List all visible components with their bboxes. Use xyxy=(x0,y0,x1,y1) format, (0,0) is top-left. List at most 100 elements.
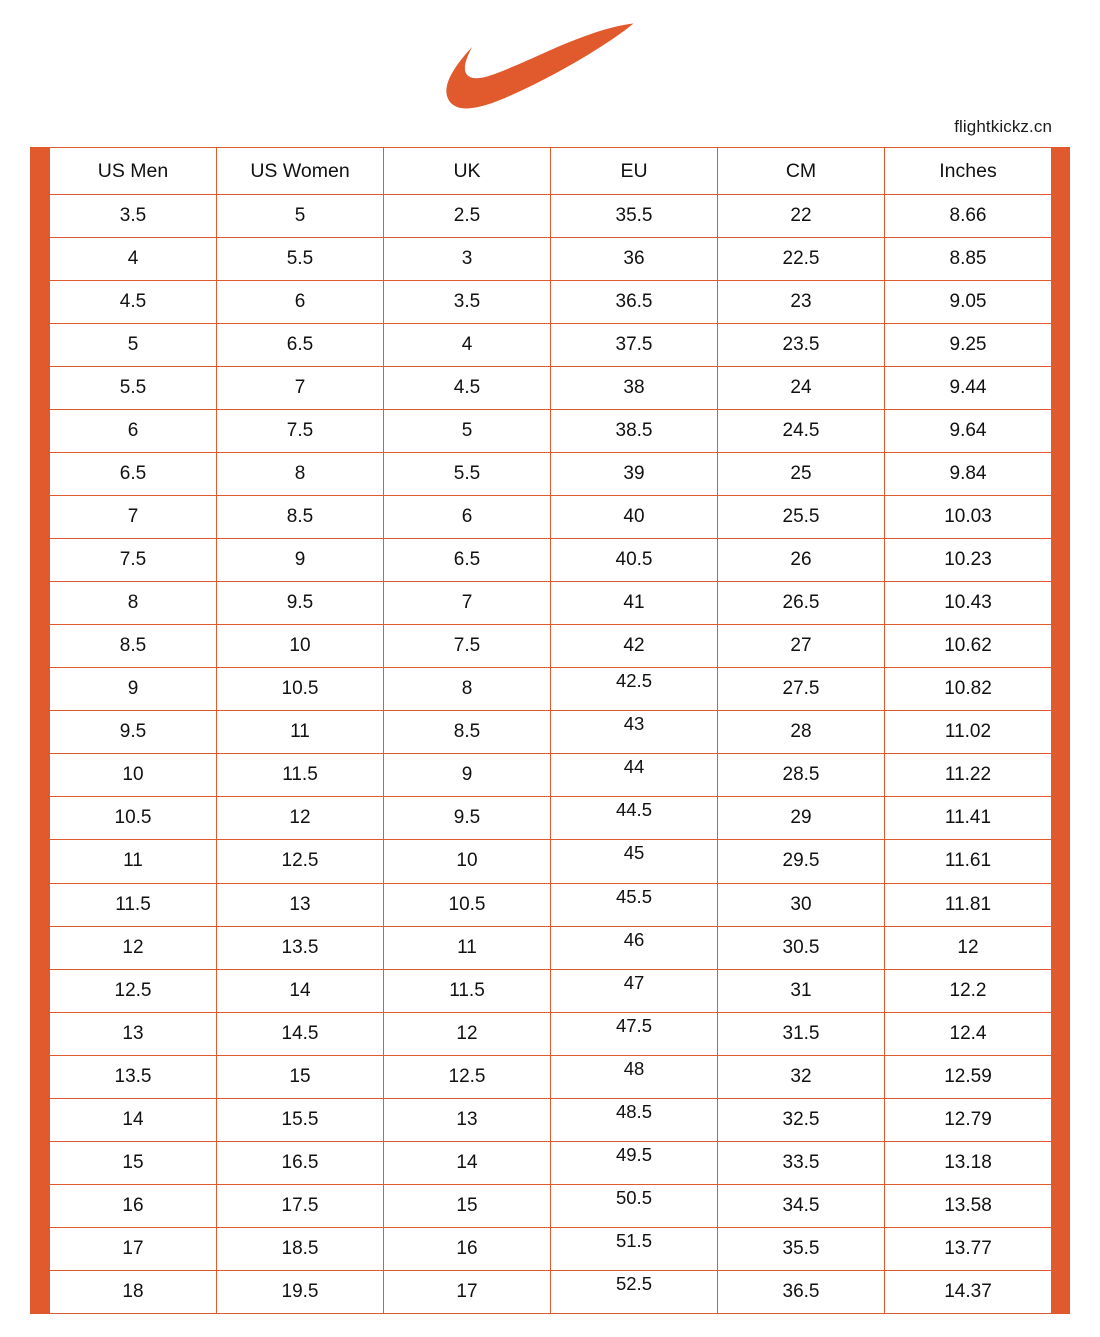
cell-inches: 10.03 xyxy=(884,495,1052,540)
cell-eu: 52.5 xyxy=(550,1269,718,1315)
cell-cm: 22.5 xyxy=(717,237,885,282)
cell-uk: 12.5 xyxy=(383,1054,551,1099)
table-row: 9 10.5 8 42.5 27.5 10.82 xyxy=(49,667,1052,712)
cell-uk: 9 xyxy=(383,753,551,798)
cell-eu: 47 xyxy=(550,968,718,1013)
cell-cm: 32.5 xyxy=(717,1097,885,1142)
cell-eu: 49.5 xyxy=(550,1140,718,1185)
cell-us-men: 14 xyxy=(49,1097,217,1142)
cell-uk: 7.5 xyxy=(383,624,551,669)
cell-uk: 16 xyxy=(383,1226,551,1271)
cell-cm: 28.5 xyxy=(717,753,885,798)
table-row: 12 13.5 11 46 30.5 12 xyxy=(49,925,1052,970)
cell-inches: 11.02 xyxy=(884,710,1052,755)
cell-eu: 51.5 xyxy=(550,1226,718,1271)
brand-logo-area xyxy=(0,0,1100,120)
cell-cm: 32 xyxy=(717,1054,885,1099)
cell-cm: 27 xyxy=(717,624,885,669)
column-header-cm: CM xyxy=(717,147,885,195)
cell-cm: 30.5 xyxy=(717,925,885,970)
table-header-row: US Men US Women UK EU CM Inches xyxy=(49,147,1052,195)
cell-us-men: 16 xyxy=(49,1183,217,1228)
cell-us-women: 15 xyxy=(216,1054,384,1099)
table-row: 11 12.5 10 45 29.5 11.61 xyxy=(49,839,1052,884)
cell-eu: 38.5 xyxy=(550,409,718,454)
cell-us-women: 11 xyxy=(216,710,384,755)
table-row: 13.5 15 12.5 48 32 12.59 xyxy=(49,1054,1052,1099)
cell-uk: 4.5 xyxy=(383,366,551,411)
table-row: 7.5 9 6.5 40.5 26 10.23 xyxy=(49,538,1052,583)
cell-eu: 48.5 xyxy=(550,1097,718,1142)
table-row: 12.5 14 11.5 47 31 12.2 xyxy=(49,968,1052,1013)
cell-us-men: 17 xyxy=(49,1226,217,1271)
table-row: 4.5 6 3.5 36.5 23 9.05 xyxy=(49,280,1052,325)
cell-cm: 26 xyxy=(717,538,885,583)
cell-us-women: 10 xyxy=(216,624,384,669)
cell-inches: 11.22 xyxy=(884,753,1052,798)
cell-eu: 41 xyxy=(550,581,718,626)
cell-uk: 11 xyxy=(383,925,551,970)
cell-cm: 24 xyxy=(717,366,885,411)
cell-eu: 45.5 xyxy=(550,882,718,927)
column-header-us-women: US Women xyxy=(216,147,384,195)
cell-cm: 25 xyxy=(717,452,885,497)
cell-inches: 12.59 xyxy=(884,1054,1052,1099)
cell-us-men: 9 xyxy=(49,667,217,712)
cell-us-men: 7.5 xyxy=(49,538,217,583)
cell-us-women: 6 xyxy=(216,280,384,325)
cell-uk: 6 xyxy=(383,495,551,540)
cell-cm: 24.5 xyxy=(717,409,885,454)
cell-inches: 11.41 xyxy=(884,796,1052,841)
table-row: 7 8.5 6 40 25.5 10.03 xyxy=(49,495,1052,540)
cell-inches: 9.05 xyxy=(884,280,1052,325)
cell-uk: 15 xyxy=(383,1183,551,1228)
cell-uk: 10 xyxy=(383,839,551,884)
cell-uk: 14 xyxy=(383,1140,551,1185)
cell-eu: 40 xyxy=(550,495,718,540)
cell-us-women: 9.5 xyxy=(216,581,384,626)
table-row: 10.5 12 9.5 44.5 29 11.41 xyxy=(49,796,1052,841)
cell-us-women: 16.5 xyxy=(216,1140,384,1185)
cell-cm: 25.5 xyxy=(717,495,885,540)
cell-us-men: 4 xyxy=(49,237,217,282)
table-row: 17 18.5 16 51.5 35.5 13.77 xyxy=(49,1226,1052,1271)
cell-inches: 9.64 xyxy=(884,409,1052,454)
cell-eu: 48 xyxy=(550,1054,718,1099)
cell-cm: 27.5 xyxy=(717,667,885,712)
cell-us-men: 9.5 xyxy=(49,710,217,755)
cell-uk: 13 xyxy=(383,1097,551,1142)
table-row: 18 19.5 17 52.5 36.5 14.37 xyxy=(49,1269,1052,1315)
cell-eu: 47.5 xyxy=(550,1011,718,1056)
table-row: 3.5 5 2.5 35.5 22 8.66 xyxy=(49,193,1052,239)
size-chart-frame: US Men US Women UK EU CM Inches 3.5 5 2.5 3… xyxy=(30,147,1070,1315)
table-row: 8.5 10 7.5 42 27 10.62 xyxy=(49,624,1052,669)
cell-us-women: 9 xyxy=(216,538,384,583)
cell-us-men: 6 xyxy=(49,409,217,454)
cell-inches: 14.37 xyxy=(884,1269,1052,1315)
table-row: 5 6.5 4 37.5 23.5 9.25 xyxy=(49,323,1052,368)
cell-eu: 42 xyxy=(550,624,718,669)
table-row: 6.5 8 5.5 39 25 9.84 xyxy=(49,452,1052,497)
cell-uk: 6.5 xyxy=(383,538,551,583)
column-header-us-men: US Men xyxy=(49,147,217,195)
cell-inches: 8.85 xyxy=(884,237,1052,282)
cell-cm: 36.5 xyxy=(717,1269,885,1315)
cell-us-women: 14.5 xyxy=(216,1011,384,1056)
cell-us-men: 18 xyxy=(49,1269,217,1315)
cell-inches: 9.25 xyxy=(884,323,1052,368)
cell-inches: 13.77 xyxy=(884,1226,1052,1271)
cell-us-men: 10 xyxy=(49,753,217,798)
cell-us-men: 11.5 xyxy=(49,882,217,927)
table-row: 9.5 11 8.5 43 28 11.02 xyxy=(49,710,1052,755)
table-row: 15 16.5 14 49.5 33.5 13.18 xyxy=(49,1140,1052,1185)
cell-us-women: 11.5 xyxy=(216,753,384,798)
cell-us-women: 19.5 xyxy=(216,1269,384,1315)
cell-eu: 42.5 xyxy=(550,667,718,712)
cell-eu: 44 xyxy=(550,753,718,798)
cell-inches: 9.84 xyxy=(884,452,1052,497)
cell-inches: 10.23 xyxy=(884,538,1052,583)
cell-eu: 50.5 xyxy=(550,1183,718,1228)
cell-cm: 29 xyxy=(717,796,885,841)
cell-us-women: 7 xyxy=(216,366,384,411)
cell-uk: 5.5 xyxy=(383,452,551,497)
